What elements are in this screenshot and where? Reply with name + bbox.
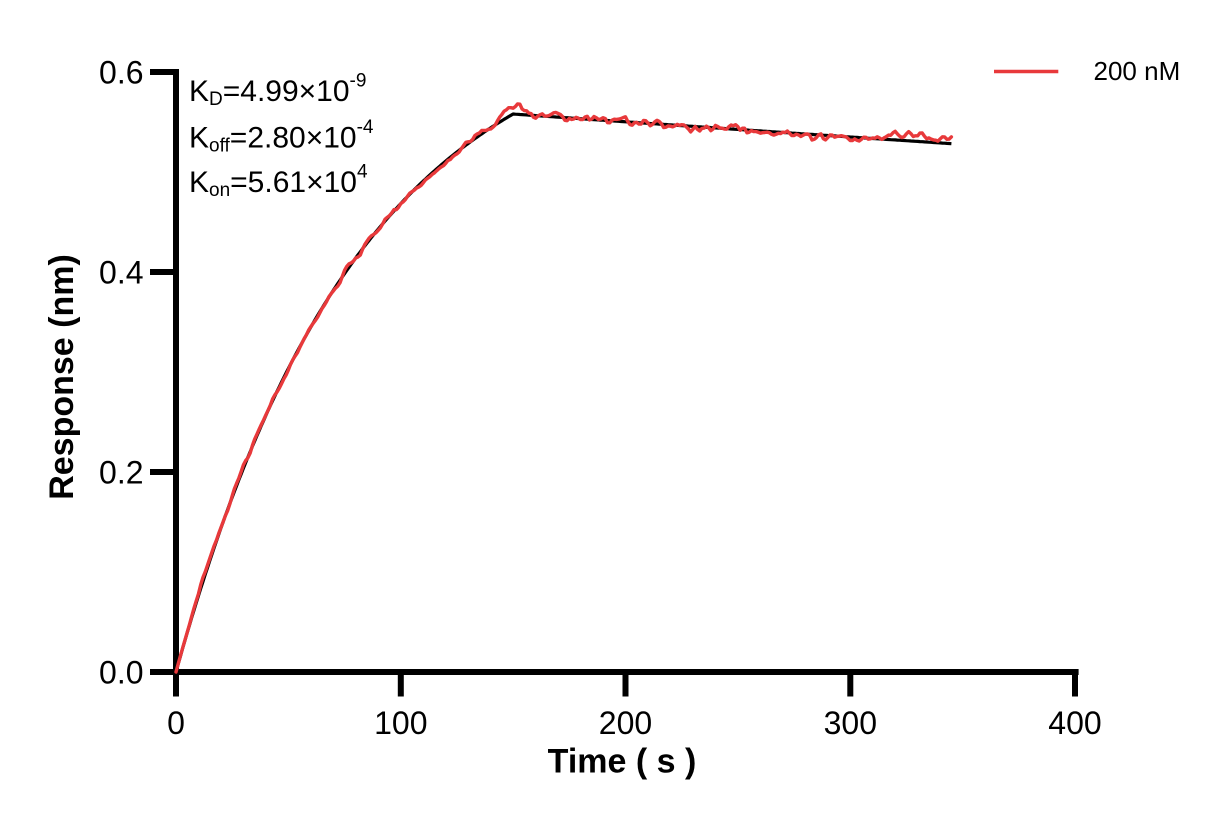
svg-text:0: 0 (167, 705, 185, 741)
svg-text:0.4: 0.4 (99, 254, 143, 290)
svg-text:0.0: 0.0 (99, 654, 143, 690)
svg-text:400: 400 (1048, 705, 1101, 741)
svg-text:200 nM: 200 nM (1094, 56, 1181, 86)
svg-text:Time ( s ): Time ( s ) (548, 743, 697, 781)
svg-text:200: 200 (599, 705, 652, 741)
svg-text:100: 100 (374, 705, 427, 741)
svg-text:Response (nm): Response (nm) (43, 254, 81, 500)
svg-text:0.6: 0.6 (99, 54, 143, 90)
svg-text:0.2: 0.2 (99, 454, 143, 490)
svg-text:300: 300 (824, 705, 877, 741)
